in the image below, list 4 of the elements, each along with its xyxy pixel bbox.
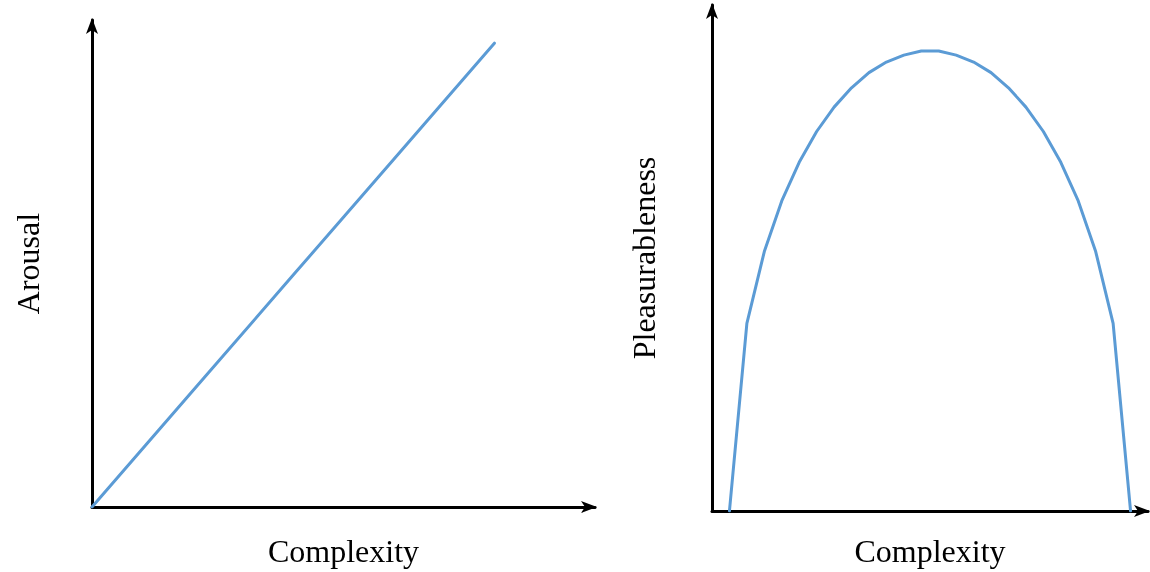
y-axis-title: Pleasurableness: [626, 156, 662, 360]
y-axis-title: Arousal: [10, 212, 46, 315]
x-axis-title: Complexity: [267, 533, 420, 569]
x-axis-title: Complexity: [854, 533, 1006, 569]
